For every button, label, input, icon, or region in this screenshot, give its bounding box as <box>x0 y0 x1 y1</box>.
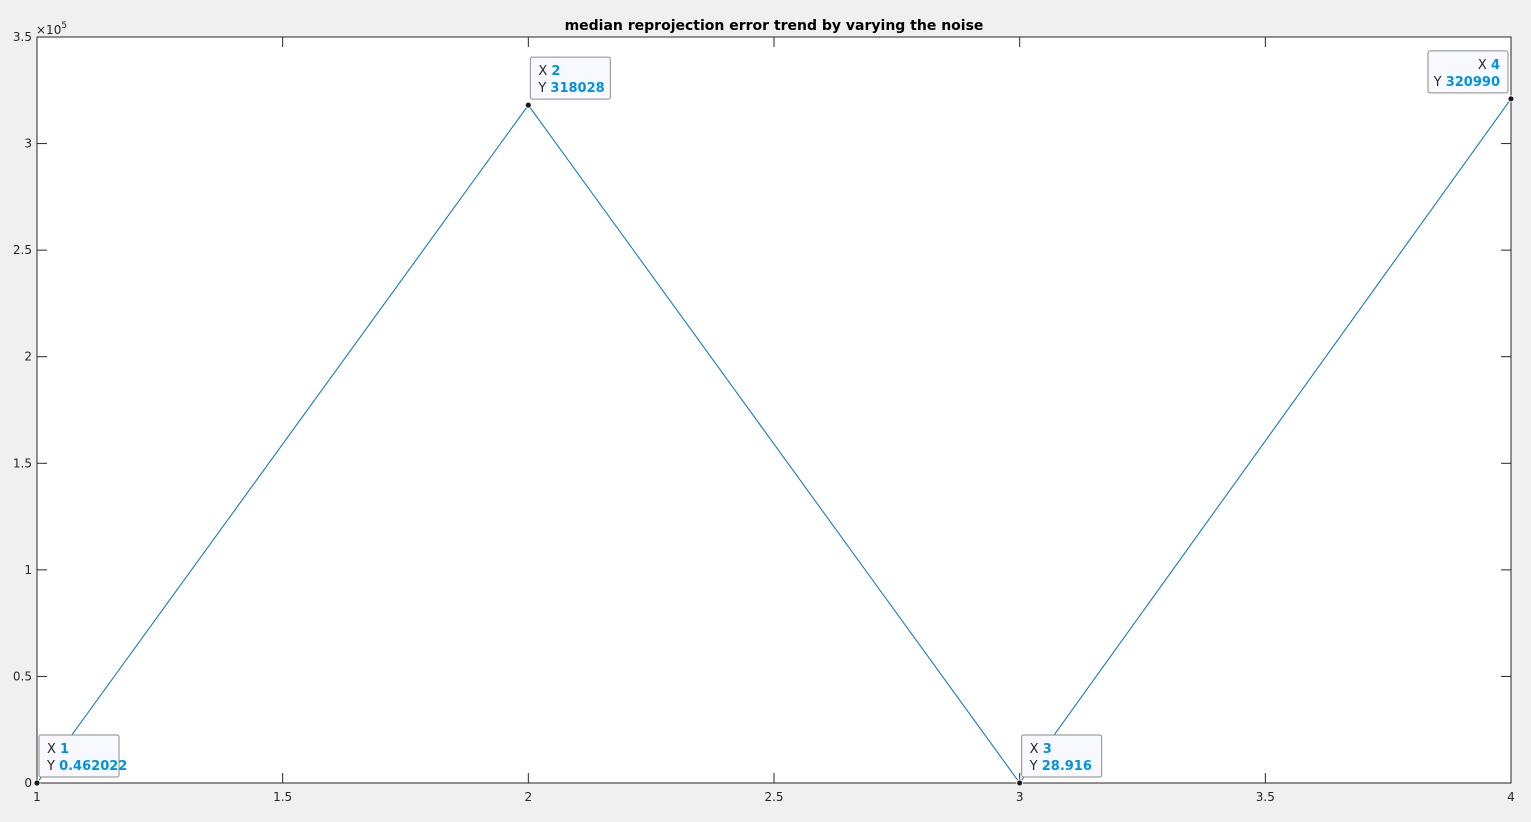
data-point[interactable] <box>33 779 41 787</box>
data-point[interactable] <box>1016 779 1024 787</box>
x-tick-label: 2.5 <box>764 790 783 804</box>
datatip-y-value: 0.462022 <box>59 759 127 774</box>
y-tick-label: 3 <box>24 137 32 151</box>
datatip-y-value: 318028 <box>550 81 604 96</box>
y-tick-label: 3.5 <box>13 30 32 44</box>
x-tick-label: 1 <box>33 790 41 804</box>
data-point[interactable] <box>524 101 532 109</box>
x-tick-label: 2 <box>525 790 533 804</box>
datatip[interactable]: X 3Y 28.916 <box>1021 734 1103 778</box>
datatip-x-value: 2 <box>551 64 560 79</box>
data-point[interactable] <box>1507 95 1515 103</box>
datatip-x-key: X <box>538 64 551 79</box>
datatip-box <box>529 56 611 100</box>
y-exponent-base: ×10 <box>36 23 61 37</box>
plot-area <box>37 37 1511 783</box>
y-tick-label: 2 <box>24 350 32 364</box>
datatip-x-value: 4 <box>1491 58 1500 73</box>
x-tick-label: 4 <box>1507 790 1515 804</box>
datatip-y-key: Y <box>537 81 550 96</box>
datatip-x-value: 3 <box>1043 742 1052 757</box>
datatip-y: Y 28.916 <box>1029 759 1092 774</box>
datatip-x: X 2 <box>538 64 560 79</box>
datatip-x: X 3 <box>1030 742 1052 757</box>
datatip-x-key: X <box>1478 58 1491 73</box>
datatip[interactable]: X 2Y 318028 <box>529 56 611 100</box>
datatip-x-key: X <box>1030 742 1043 757</box>
y-tick-label: 0 <box>24 776 32 790</box>
series-line <box>36 98 1512 784</box>
plot-frame <box>36 36 1512 784</box>
y-tick-label: 1 <box>24 563 32 577</box>
datatip-x: X 1 <box>47 742 69 757</box>
datatip[interactable]: X 1Y 0.462022 <box>38 734 127 778</box>
x-tick-label: 3 <box>1016 790 1024 804</box>
datatip-y-key: Y <box>1029 759 1042 774</box>
datatip-y-key: Y <box>1433 75 1446 90</box>
datatip-y: Y 318028 <box>537 81 604 96</box>
datatip-box <box>1427 50 1509 94</box>
y-exponent: ×105 <box>36 21 67 37</box>
datatip-x-key: X <box>47 742 60 757</box>
chart-title: median reprojection error trend by varyi… <box>565 18 984 34</box>
datatip-y-key: Y <box>46 759 59 774</box>
datatip-box <box>1021 734 1103 778</box>
x-tick-label: 3.5 <box>1256 790 1275 804</box>
y-exponent-power: 5 <box>61 21 67 31</box>
y-tick-label: 0.5 <box>13 669 32 683</box>
datatip-y: Y 320990 <box>1433 75 1500 90</box>
datatip-x-value: 1 <box>60 742 69 757</box>
datatip-box <box>38 734 120 778</box>
y-tick-label: 1.5 <box>13 456 32 470</box>
datatip-y-value: 320990 <box>1446 75 1500 90</box>
x-tick-label: 1.5 <box>273 790 292 804</box>
datatip[interactable]: X 4 Y 320990 <box>1427 50 1509 94</box>
datatip-y: Y 0.462022 <box>46 759 127 774</box>
y-tick-label: 2.5 <box>13 243 32 257</box>
datatip-y-value: 28.916 <box>1042 759 1092 774</box>
datatip-x: X 4 <box>1478 58 1500 73</box>
